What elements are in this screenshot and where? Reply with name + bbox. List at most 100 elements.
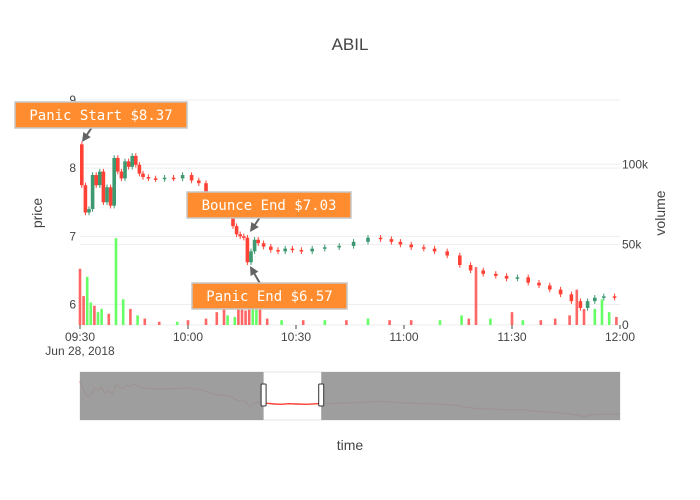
volume-bar <box>510 312 514 325</box>
volume-bar <box>600 299 604 325</box>
candle-body <box>299 250 304 252</box>
candle-body <box>468 265 473 271</box>
range-slider[interactable] <box>79 371 621 421</box>
time-tick-label: 09:30 <box>65 330 95 344</box>
candle-body <box>351 241 356 246</box>
volume-bar <box>100 308 103 325</box>
annotation-arrowhead <box>250 222 259 232</box>
candle-body <box>204 183 208 199</box>
candle-body <box>90 175 95 210</box>
candle-body <box>337 245 341 248</box>
candle-body <box>578 301 583 308</box>
candle-body <box>276 250 280 252</box>
annotation-box <box>186 191 352 219</box>
volume-bar <box>240 308 244 325</box>
candle-body <box>558 289 563 295</box>
candle-body <box>366 237 370 242</box>
annotation: Bounce End $7.03 <box>186 191 352 232</box>
candle-body <box>108 187 113 206</box>
volume-bar <box>237 305 240 325</box>
volume-bar <box>226 315 229 325</box>
candle-body <box>389 239 394 242</box>
price-tick-label: 6 <box>69 298 76 312</box>
candle-body <box>323 247 327 249</box>
volume-bar <box>121 299 125 325</box>
candle-body <box>593 297 597 302</box>
annotation: Panic End $6.57 <box>191 266 348 310</box>
volume-bar <box>301 320 305 325</box>
volume-bar <box>78 268 82 325</box>
candle-body <box>432 248 437 252</box>
candle-body <box>126 161 131 167</box>
candle-body <box>504 275 509 279</box>
candle-body <box>119 171 124 179</box>
candle-body <box>290 248 295 251</box>
volume-axis-ticks: 0 50k 100k <box>622 157 649 332</box>
candle-body <box>445 251 449 256</box>
candle-body <box>137 164 142 174</box>
volume-bar <box>366 318 370 325</box>
volume-bar <box>244 310 247 325</box>
volume-bar <box>582 308 586 325</box>
candle-body <box>256 239 260 244</box>
y2-axis-label: volume <box>652 190 668 235</box>
annotations: Panic Start $8.37 Bounce End $7.03 Panic E… <box>14 101 352 310</box>
candle-body <box>458 255 462 265</box>
volume-tick-label: 0 <box>622 318 629 332</box>
range-slider-handle-right[interactable] <box>318 383 325 407</box>
candle-body <box>134 155 138 165</box>
volume-bar <box>85 276 89 325</box>
candle-body <box>494 273 498 276</box>
candle-body <box>252 239 257 252</box>
volume-bar <box>323 320 327 325</box>
candle-body <box>249 251 253 263</box>
volume-bar <box>175 321 179 325</box>
candle-body <box>105 187 109 203</box>
candle-body <box>98 171 102 186</box>
candle-body <box>238 234 242 237</box>
volume-tick-label: 100k <box>622 157 649 171</box>
chart-title: ABIL <box>332 35 369 54</box>
annotation-text: Panic Start $8.37 <box>29 108 172 124</box>
volume-bar <box>258 305 262 325</box>
candle-body <box>537 282 541 286</box>
candle-body <box>130 155 134 167</box>
time-tick-label: 12:00 <box>605 330 635 344</box>
volume-bar <box>204 318 208 325</box>
volume-bar <box>438 320 442 325</box>
price-axis-ticks: 6 7 8 9 <box>69 93 76 312</box>
time-tick-label: 11:00 <box>389 330 418 344</box>
volume-bar <box>96 312 100 325</box>
range-slider-mask-left <box>80 372 264 420</box>
volume-bar <box>280 320 283 325</box>
time-tick-label: 10:30 <box>281 330 311 344</box>
volume-bar <box>388 320 391 325</box>
candle-body <box>123 161 127 179</box>
volume-bar <box>136 315 139 325</box>
annotation-box <box>191 282 348 310</box>
candle-body <box>526 277 530 283</box>
candle-body <box>112 157 116 206</box>
price-tick-label: 9 <box>69 93 76 107</box>
volume-bar <box>82 296 85 325</box>
candle-body <box>146 177 151 179</box>
candle-body <box>261 243 266 247</box>
price-tick-label: 7 <box>69 229 76 243</box>
candle-body <box>234 226 239 235</box>
volume-bar <box>89 302 93 325</box>
annotation: Panic Start $8.37 <box>14 101 188 142</box>
candle-body <box>548 285 552 290</box>
candle-body <box>153 178 158 180</box>
volume-bar <box>222 302 226 325</box>
volume-bar <box>129 308 132 325</box>
volume-tick-label: 50k <box>622 238 642 252</box>
candle-body <box>197 180 201 184</box>
range-slider-handle-left[interactable] <box>260 383 267 407</box>
candle-body <box>94 175 98 186</box>
volume-bar <box>143 318 147 325</box>
candle-body <box>171 177 176 180</box>
volume-bar <box>409 320 413 325</box>
candle-body <box>283 248 287 252</box>
